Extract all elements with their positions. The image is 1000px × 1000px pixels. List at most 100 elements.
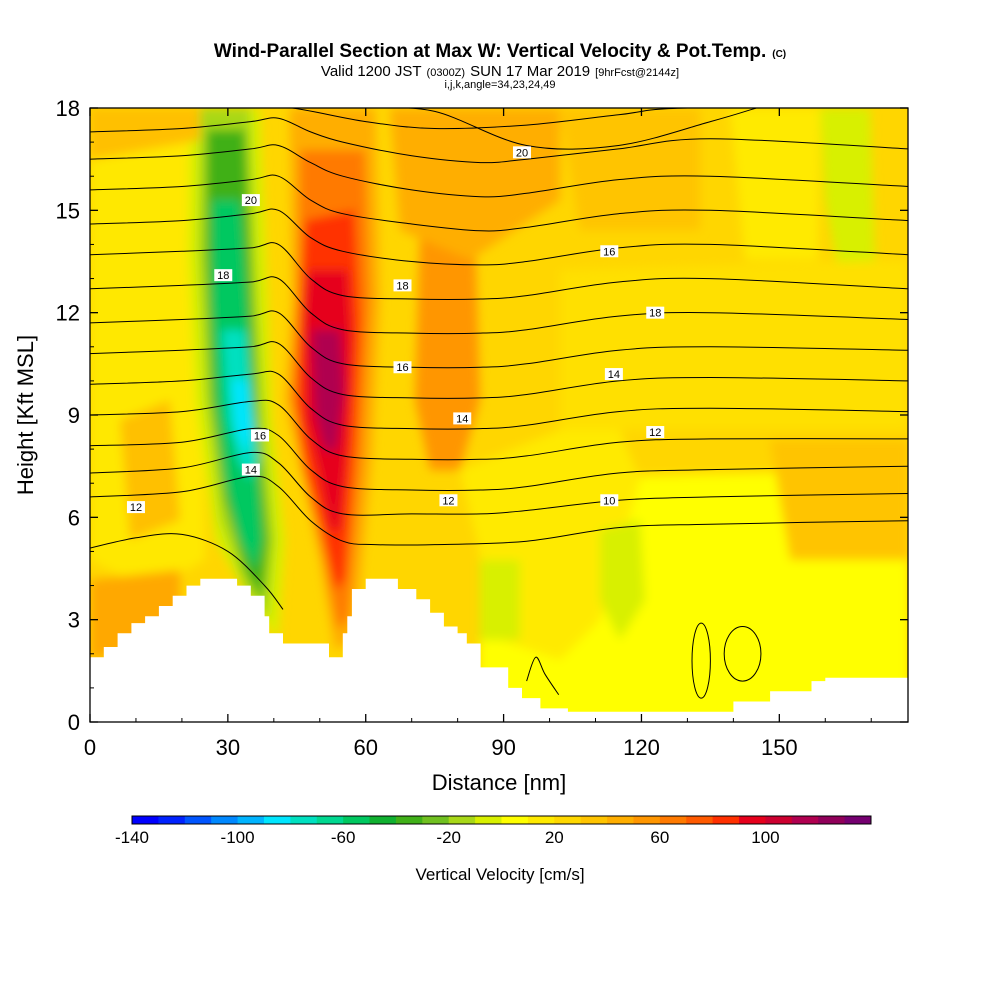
theta-label-box xyxy=(393,279,412,292)
theta-contour-label: 14 xyxy=(456,413,468,425)
theta-contour-line xyxy=(90,427,908,491)
colorbar-swatch xyxy=(818,816,846,824)
theta-contour-label: 12 xyxy=(649,427,661,439)
theta-contour-line xyxy=(90,341,908,399)
theta-contour-line xyxy=(90,174,908,232)
theta-contour-label: 18 xyxy=(649,308,661,320)
theta-contour-label: 14 xyxy=(608,369,620,381)
colorbar-tick-label: -100 xyxy=(221,828,255,847)
theta-label-box xyxy=(251,429,270,442)
colorbar-tick-label: 100 xyxy=(751,828,779,847)
colorbar-swatch xyxy=(369,816,397,824)
theta-contour-line xyxy=(90,117,908,164)
theta-contour-loop xyxy=(723,625,762,682)
theta-contour-label: 20 xyxy=(245,195,257,207)
theta-contour-label: 12 xyxy=(442,495,454,507)
colorbar-tick-label: 60 xyxy=(650,828,669,847)
theta-contour-line xyxy=(90,533,284,610)
colorbar-swatch xyxy=(184,816,212,824)
colorbar-swatch xyxy=(448,816,476,824)
title-mark: (C) xyxy=(772,49,786,60)
theta-contour-line xyxy=(90,451,908,516)
colorbar-swatch xyxy=(158,816,186,824)
x-tick-label: 120 xyxy=(623,735,660,760)
y-tick-label: 15 xyxy=(56,198,80,223)
colorbar-frame xyxy=(131,815,872,825)
plot-area: 12 14 16 12 10 14 12 16 14 18 18 16 18 20 20 xyxy=(90,108,908,722)
colorbar-swatch xyxy=(263,816,291,824)
colorbar-tick-label: -140 xyxy=(115,828,149,847)
subtitle-valid: Valid 1200 JST xyxy=(321,63,422,80)
colorbar-swatch xyxy=(686,816,714,824)
theta-label-box xyxy=(512,146,531,159)
params-line: i,j,k,angle=34,23,24,49 xyxy=(444,79,555,91)
theta-contour-labels: 12 14 16 12 10 14 12 16 14 18 18 16 18 20 20 xyxy=(126,146,665,514)
terrain-mask xyxy=(90,578,908,722)
theta-label-box xyxy=(453,412,472,425)
colorbar-swatch xyxy=(659,816,687,824)
theta-contour-label: 18 xyxy=(217,270,229,282)
chart-title: Wind-Parallel Section at Max W: Vertical… xyxy=(214,41,766,62)
theta-label-box xyxy=(600,245,619,258)
theta-contour-line xyxy=(90,399,908,461)
theta-label-box xyxy=(439,494,458,507)
theta-label-box xyxy=(241,463,260,476)
theta-contour-line xyxy=(90,208,908,266)
y-axis: 0 3 6 9 12 15 18 xyxy=(56,96,908,735)
svg-text:Wind-Parallel Section at Max W: Wind-Parallel Section at Max W: Vertical… xyxy=(214,41,786,62)
colorbar-tick-label: -60 xyxy=(331,828,356,847)
colorbar-swatch xyxy=(211,816,239,824)
y-tick-label: 3 xyxy=(68,608,80,633)
subtitle-date: SUN 17 Mar 2019 xyxy=(470,63,590,80)
colorbar-swatch xyxy=(290,816,318,824)
colorbar: -140 -100 -60 -20 20 60 100 xyxy=(115,815,872,847)
colorbar-swatch xyxy=(607,816,634,824)
theta-contour-line xyxy=(90,276,908,335)
x-tick-label: 90 xyxy=(491,735,515,760)
colorbar-swatch xyxy=(316,816,344,824)
colorbar-swatch xyxy=(844,816,872,824)
theta-contour-line xyxy=(526,656,560,695)
y-tick-label: 18 xyxy=(56,96,80,121)
theta-label-box xyxy=(126,501,145,514)
colorbar-swatch xyxy=(527,816,555,824)
subtitle-forecast: [9hrFcst@2144z] xyxy=(595,67,679,79)
x-axis: 0 30 60 90 120 150 xyxy=(84,108,872,760)
colorbar-swatch xyxy=(712,816,740,824)
theta-contour-label: 16 xyxy=(254,430,266,442)
x-tick-label: 0 xyxy=(84,735,96,760)
colorbar-swatch xyxy=(343,816,371,824)
colorbar-swatch xyxy=(633,816,661,824)
colorbar-swatch xyxy=(554,816,582,824)
theta-contour-line xyxy=(90,144,908,198)
colorbar-swatch xyxy=(422,816,450,824)
theta-contour-line xyxy=(365,108,757,150)
theta-label-box xyxy=(600,494,619,507)
theta-contour-line xyxy=(90,370,908,430)
theta-label-box xyxy=(214,269,233,282)
colorbar-swatch xyxy=(132,816,159,824)
y-tick-label: 12 xyxy=(56,301,80,326)
colorbar-swatch xyxy=(395,816,423,824)
theta-contour-line xyxy=(90,475,908,546)
colorbar-swatch xyxy=(739,816,766,824)
x-tick-label: 30 xyxy=(216,735,240,760)
theta-contour-label: 16 xyxy=(396,362,408,374)
y-axis-label: Height [Kft MSL] xyxy=(13,335,38,495)
y-tick-label: 0 xyxy=(68,710,80,735)
colorbar-swatch xyxy=(237,816,265,824)
x-axis-label: Distance [nm] xyxy=(432,770,567,795)
x-tick-label: 150 xyxy=(761,735,798,760)
chart-subtitle: Valid 1200 JST (0300Z) SUN 17 Mar 2019 [9hr… xyxy=(321,63,679,80)
theta-contour-label: 18 xyxy=(396,280,408,292)
colorbar-swatch xyxy=(580,816,608,824)
colorbar-tick-label: 20 xyxy=(545,828,564,847)
theta-label-box xyxy=(604,368,623,381)
theta-contour-line xyxy=(90,242,908,300)
velocity-field xyxy=(90,108,908,722)
theta-contour-line xyxy=(90,310,908,369)
theta-contour-label: 12 xyxy=(130,502,142,514)
theta-label-box xyxy=(646,426,665,439)
x-tick-label: 60 xyxy=(353,735,377,760)
